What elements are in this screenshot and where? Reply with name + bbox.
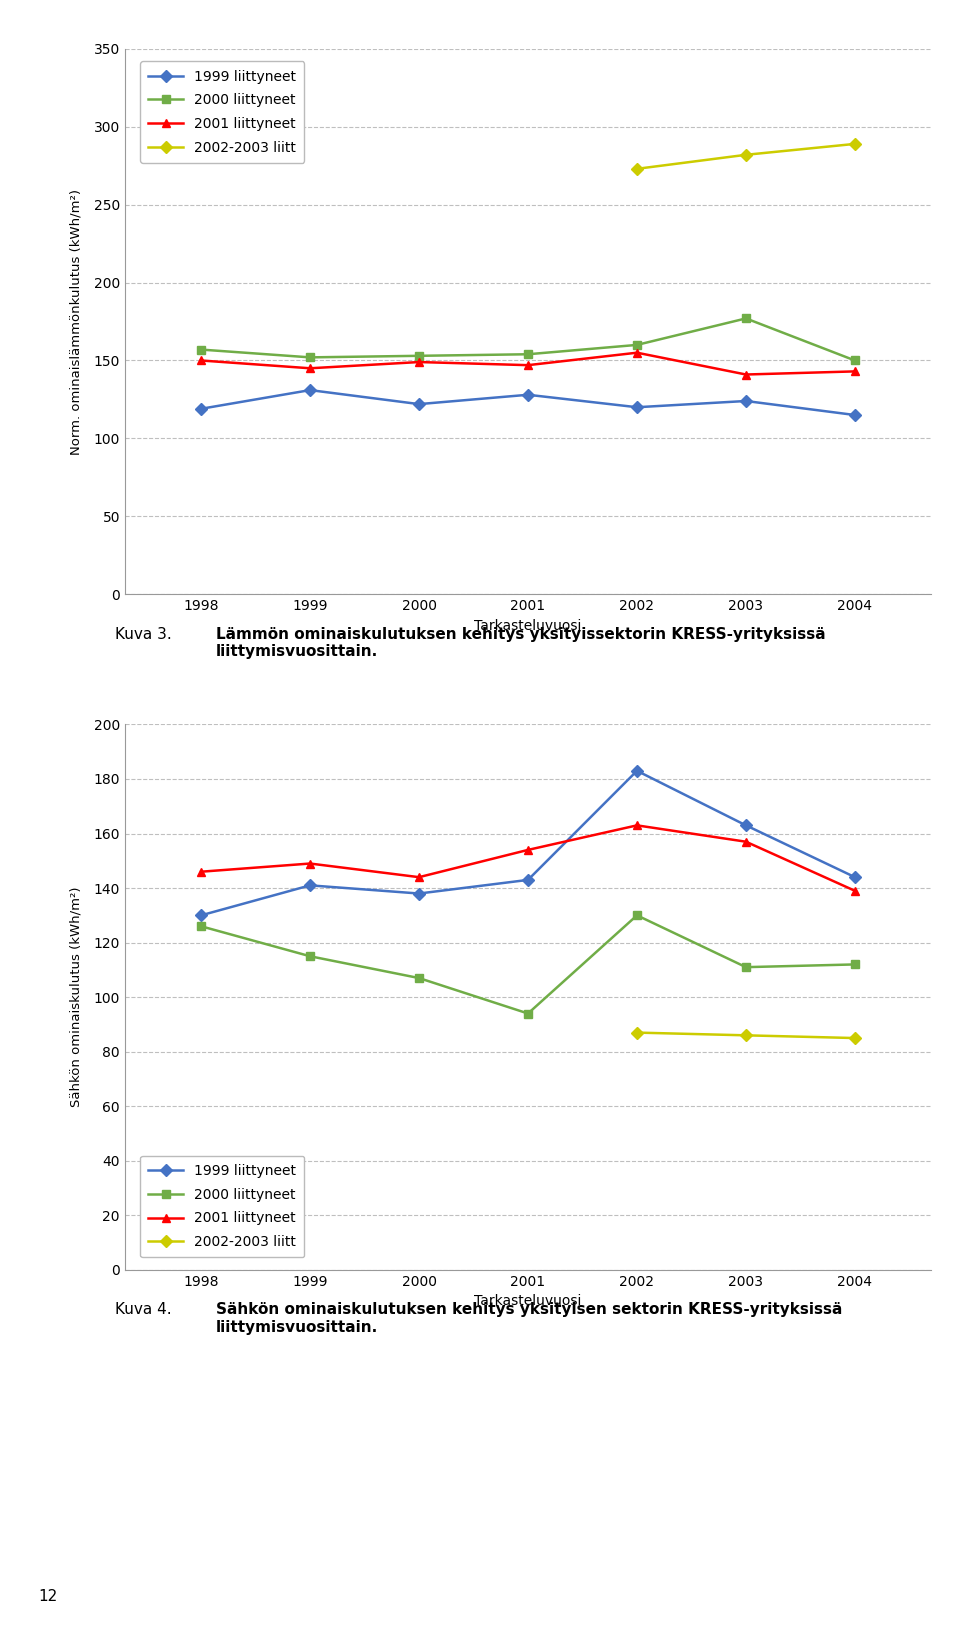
- Y-axis label: Norm. ominaislämmönkulutus (kWh/m²): Norm. ominaislämmönkulutus (kWh/m²): [69, 189, 83, 454]
- Text: Kuva 3.: Kuva 3.: [115, 627, 172, 641]
- Text: Sähkön ominaiskulutuksen kehitys yksityisen sektorin KRESS-yrityksissä
liittymis: Sähkön ominaiskulutuksen kehitys yksityi…: [216, 1302, 842, 1335]
- X-axis label: Tarkasteluvuosi: Tarkasteluvuosi: [474, 619, 582, 633]
- Y-axis label: Sähkön ominaiskulutus (kWh/m²): Sähkön ominaiskulutus (kWh/m²): [69, 887, 83, 1107]
- Text: Kuva 4.: Kuva 4.: [115, 1302, 172, 1317]
- Legend: 1999 liittyneet, 2000 liittyneet, 2001 liittyneet, 2002-2003 liitt: 1999 liittyneet, 2000 liittyneet, 2001 l…: [140, 62, 304, 163]
- Text: 12: 12: [38, 1589, 58, 1604]
- Text: Lämmön ominaiskulutuksen kehitys yksityissektorin KRESS-yrityksissä
liittymisvuo: Lämmön ominaiskulutuksen kehitys yksityi…: [216, 627, 826, 659]
- X-axis label: Tarkasteluvuosi: Tarkasteluvuosi: [474, 1294, 582, 1309]
- Legend: 1999 liittyneet, 2000 liittyneet, 2001 liittyneet, 2002-2003 liitt: 1999 liittyneet, 2000 liittyneet, 2001 l…: [140, 1156, 304, 1257]
